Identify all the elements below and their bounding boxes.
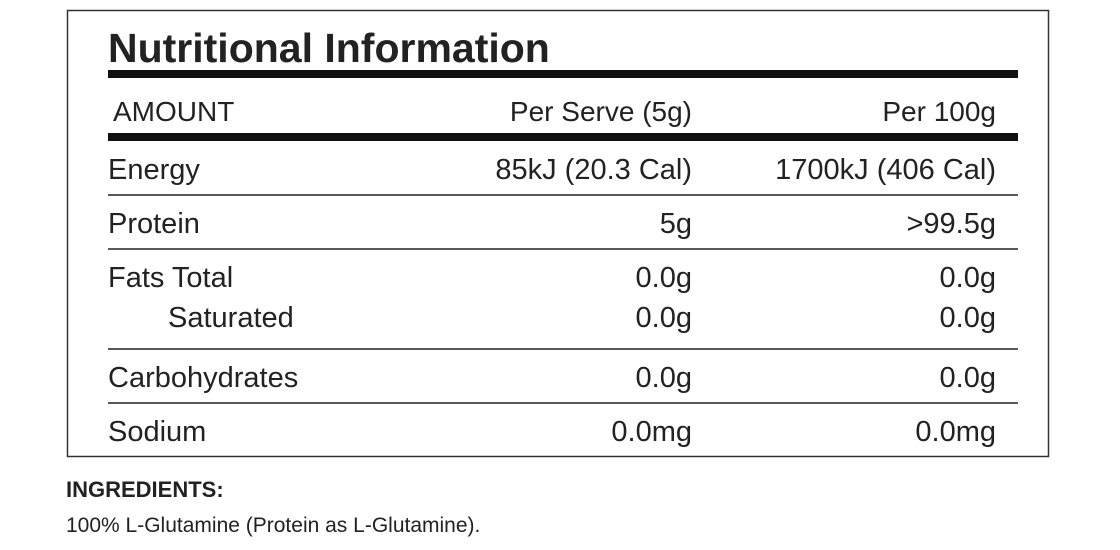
- header-cell: Per Serve (5g): [510, 96, 692, 127]
- label-border: [66, 9, 1050, 458]
- row-value: 85kJ (20.3 Cal): [495, 154, 692, 186]
- row-label: Carbohydrates: [108, 362, 298, 394]
- header-cell: Per 100g: [882, 96, 996, 127]
- row-label: Saturated: [168, 302, 294, 334]
- ingredients-heading: INGREDIENTS:: [66, 477, 224, 502]
- row-value: 5g: [660, 208, 692, 240]
- row-value: 0.0g: [940, 362, 996, 394]
- row-value: 0.0g: [636, 362, 692, 394]
- row-value: 0.0g: [940, 302, 996, 334]
- row-value: 0.0g: [636, 262, 692, 294]
- row-value: 0.0g: [636, 302, 692, 334]
- title-rule: [108, 70, 1018, 78]
- row-label: Fats Total: [108, 262, 233, 294]
- row-label: Energy: [108, 154, 200, 186]
- header-rule: [108, 133, 1018, 141]
- ingredients-text: 100% L-Glutamine (Protein as L-Glutamine…: [66, 514, 480, 537]
- row-value: >99.5g: [906, 208, 996, 240]
- row-label: Sodium: [108, 416, 206, 448]
- title: Nutritional Information: [108, 25, 550, 71]
- row-value: 0.0mg: [611, 416, 692, 448]
- header-cell: AMOUNT: [113, 96, 234, 127]
- row-value: 0.0g: [940, 262, 996, 294]
- row-value: 0.0mg: [915, 416, 996, 448]
- row-value: 1700kJ (406 Cal): [775, 154, 996, 186]
- row-label: Protein: [108, 208, 200, 240]
